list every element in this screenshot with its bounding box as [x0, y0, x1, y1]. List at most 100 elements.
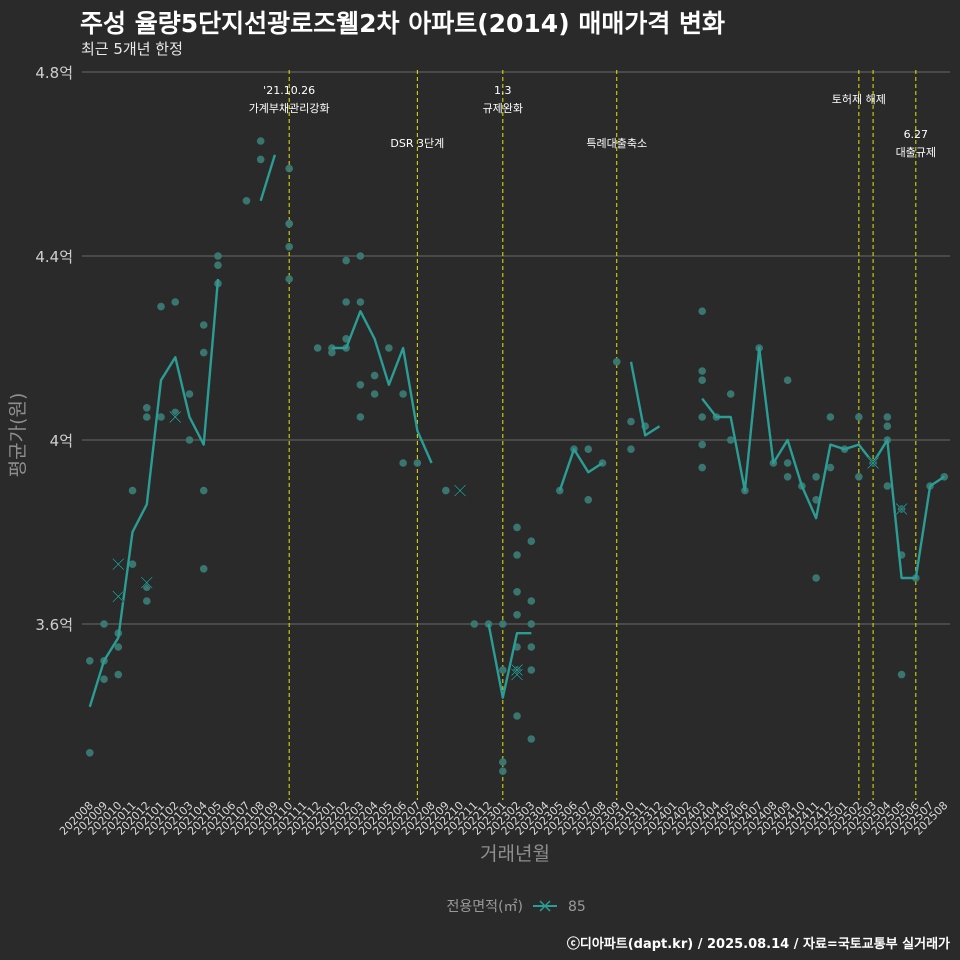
cross-marker-highlight: [511, 668, 523, 681]
data-point: [313, 344, 322, 352]
chart-title: 주성 율량5단지선광로즈웰2차 아파트(2014) 매매가격 변화: [80, 9, 726, 38]
series-line-segment: [487, 623, 532, 699]
data-point: [698, 440, 706, 449]
data-point: [356, 298, 365, 306]
data-point: [499, 666, 507, 674]
data-point: [285, 164, 293, 173]
data-point: [527, 666, 536, 674]
data-point: [328, 348, 336, 357]
data-point: [157, 413, 165, 421]
series-line-segment: [259, 154, 277, 202]
data-point: [812, 574, 820, 582]
x-axis: 2020082020092020102020112020122021012021…: [57, 799, 950, 838]
event-label: 1.3: [494, 84, 512, 97]
data-point: [342, 256, 350, 265]
y-axis: 3.6억 4억 4.4억 4.8억: [35, 64, 73, 634]
cross-marker-highlight: [112, 590, 125, 603]
cross-marker-highlight: [511, 664, 523, 676]
y-axis-title: 평균가(원): [7, 393, 29, 478]
data-point: [726, 436, 735, 444]
legend-title: 전용면적(㎡): [447, 899, 523, 915]
data-point: [356, 252, 365, 260]
data-point: [142, 413, 151, 421]
data-point: [883, 482, 892, 490]
legend-entry-85: 85: [568, 899, 586, 915]
data-point: [513, 588, 521, 596]
cross-marker-highlight: [454, 484, 466, 497]
legend-cross-icon: [539, 900, 551, 912]
data-point: [285, 275, 293, 283]
data-point: [584, 445, 593, 454]
data-point: [698, 376, 706, 385]
data-point: [726, 390, 735, 398]
data-point: [855, 473, 863, 481]
data-point: [114, 643, 123, 651]
data-point: [812, 473, 820, 481]
data-point: [470, 620, 479, 628]
data-point: [883, 422, 892, 431]
series-line-segment: [629, 361, 661, 437]
data-point: [442, 486, 450, 495]
series-line-segment: [331, 310, 433, 464]
data-point: [100, 675, 108, 683]
y-tick-label: 4억: [50, 432, 73, 450]
line-layer: [88, 154, 945, 708]
data-point: [256, 155, 265, 164]
data-point: [214, 261, 222, 270]
event-label: DSR 3단계: [390, 137, 444, 150]
data-point: [142, 404, 151, 412]
data-point: [385, 344, 393, 352]
data-point: [527, 597, 536, 605]
grid-layer: [82, 71, 950, 625]
data-point: [612, 358, 621, 366]
series-line-segment: [558, 448, 604, 491]
data-point: [413, 459, 422, 467]
data-point: [855, 413, 863, 421]
data-point: [897, 670, 906, 679]
data-point: [499, 620, 507, 628]
event-label: 특례대출축소: [586, 137, 647, 150]
data-point: [513, 611, 521, 619]
data-point: [199, 565, 208, 573]
data-point: [128, 486, 137, 495]
cross-marker-highlight: [112, 558, 125, 571]
y-tick-label: 4.8억: [35, 64, 73, 82]
y-tick-label: 3.6억: [35, 616, 73, 634]
data-point: [527, 735, 536, 743]
data-point: [370, 371, 379, 380]
data-point: [698, 463, 706, 472]
data-point: [499, 758, 507, 766]
data-point: [342, 298, 350, 306]
data-point: [783, 459, 792, 467]
data-point: [698, 367, 706, 375]
data-point: [627, 417, 635, 426]
data-point: [86, 657, 94, 665]
y-tick-label: 4.4억: [35, 248, 73, 266]
x-axis-title: 거래년월: [480, 843, 550, 865]
data-point: [527, 643, 536, 651]
data-point: [883, 413, 892, 421]
data-point: [513, 712, 521, 720]
data-point: [783, 473, 792, 481]
data-point: [627, 445, 635, 454]
data-point: [199, 348, 208, 357]
data-point: [513, 551, 521, 559]
data-point: [698, 413, 706, 421]
data-point: [285, 243, 293, 251]
data-point: [584, 496, 593, 504]
data-point: [370, 390, 379, 398]
data-point: [199, 321, 208, 329]
event-sublabel: 가계부채관리강화: [249, 102, 330, 115]
data-point: [214, 252, 222, 260]
data-point: [484, 620, 493, 628]
data-point: [157, 302, 165, 311]
source-caption: ⓒ디아파트(dapt.kr) / 2025.08.14 / 자료=국토교통부 실…: [566, 937, 950, 952]
data-point: [513, 523, 521, 532]
data-point: [142, 597, 151, 605]
event-label: 6.27: [904, 128, 929, 141]
data-point: [256, 137, 265, 145]
data-point: [199, 486, 208, 495]
data-point: [242, 197, 251, 205]
point-layer: [86, 137, 949, 775]
